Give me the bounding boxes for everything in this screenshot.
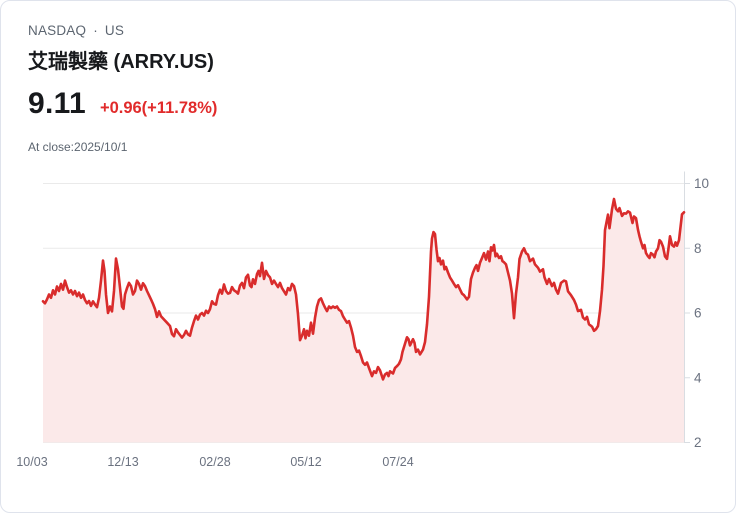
exchange-row: NASDAQ · US — [28, 23, 214, 38]
stock-title: 艾瑞製藥 (ARRY.US) — [28, 51, 214, 73]
price-area-fill — [43, 199, 684, 443]
separator-dot: · — [93, 23, 98, 38]
region-label: US — [104, 23, 125, 38]
x-axis-label: 05/12 — [290, 455, 321, 469]
exchange-label: NASDAQ — [28, 23, 87, 38]
y-axis-label: 6 — [694, 306, 702, 321]
price-line — [41, 197, 686, 381]
quote-header: NASDAQ · US 艾瑞製藥 (ARRY.US) — [28, 23, 214, 74]
x-axis-label: 07/24 — [382, 455, 413, 469]
y-axis-label: 4 — [694, 370, 702, 385]
y-axis-label: 8 — [694, 241, 702, 256]
y-axis-label: 10 — [694, 176, 709, 191]
x-axis-label: 12/13 — [107, 455, 138, 469]
x-axis-label: 10/03 — [16, 455, 47, 469]
as-of-timestamp: At close:2025/10/1 — [28, 140, 128, 154]
y-axis-label: 2 — [694, 435, 702, 450]
price-row: 9.11 +0.96(+11.78%) — [28, 87, 217, 121]
last-price: 9.11 — [28, 87, 86, 120]
price-change: +0.96(+11.78%) — [99, 99, 218, 117]
x-axis-label: 02/28 — [199, 455, 230, 469]
